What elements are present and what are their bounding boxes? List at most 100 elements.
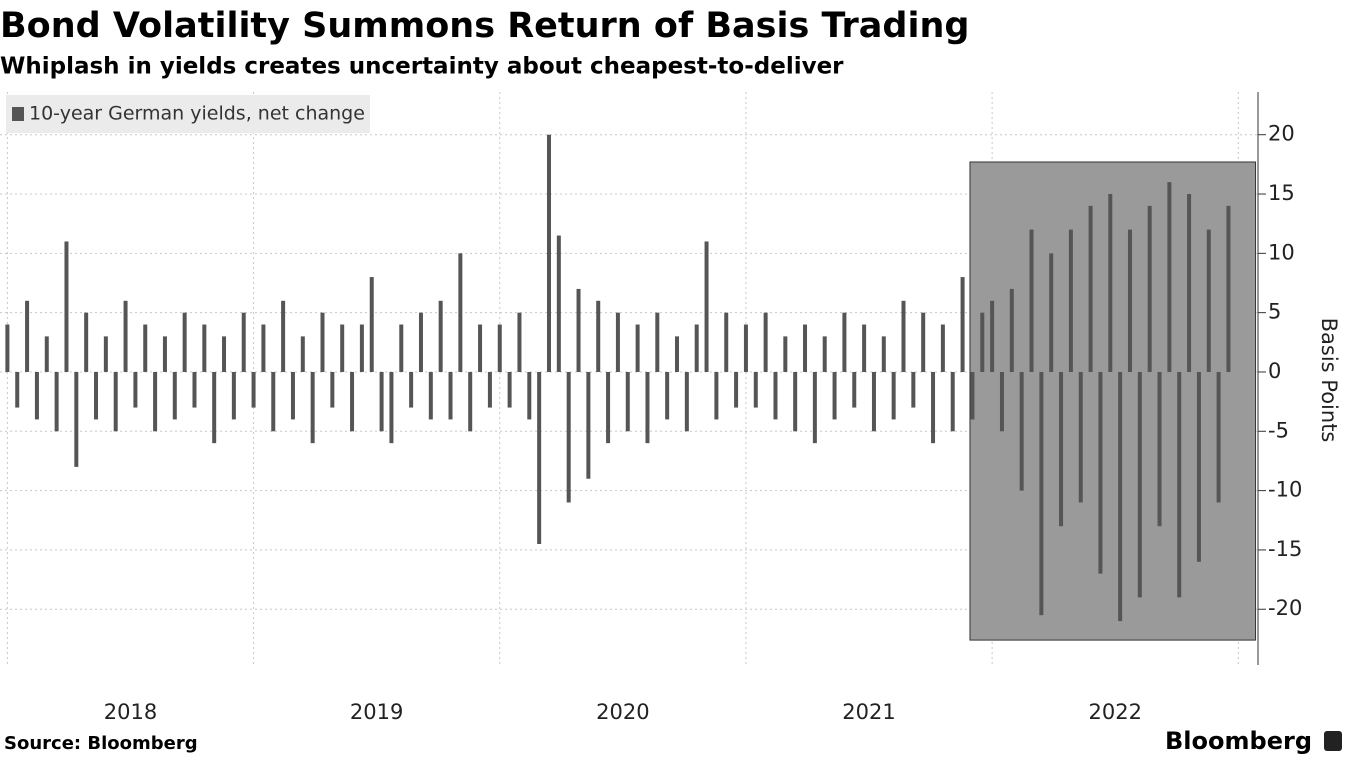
x-tick-label: 2020 [596,700,649,724]
bar [881,336,886,372]
bar [812,371,817,444]
bar [1216,371,1221,503]
bar [418,312,423,372]
y-tick-label: -5 [1268,418,1289,442]
bar [1049,253,1054,372]
bar [832,371,837,420]
logo-icon [1324,731,1342,751]
bar [773,371,778,420]
bar [675,336,680,372]
y-tick-label: 10 [1268,240,1295,264]
bar [44,336,49,372]
bar [458,253,463,372]
bar [1039,371,1044,616]
bar [704,241,709,372]
bar [635,324,640,372]
bar [694,324,699,372]
bar [241,312,246,372]
bar [320,312,325,372]
bar [34,371,39,420]
legend-bg [6,95,370,133]
bar [724,312,729,372]
bar [497,324,502,372]
bar [901,300,906,372]
bar [970,371,975,420]
bar [793,371,798,432]
bar [1226,205,1231,372]
bar [123,300,128,372]
y-tick-label: -10 [1268,478,1302,502]
legend-swatch [12,107,24,121]
x-tick-label: 2022 [1088,700,1141,724]
bar [1059,371,1064,527]
bar [743,324,748,372]
bar [842,312,847,372]
y-tick-label: 5 [1268,300,1281,324]
y-axis-label: Basis Points [1317,318,1341,443]
bar [379,371,384,432]
bar [54,371,59,432]
bar [507,371,512,408]
source: Source: Bloomberg [4,733,198,754]
bar [1009,288,1014,372]
bar [546,134,551,372]
y-tick-label: 0 [1268,359,1281,383]
bar [537,371,542,544]
logo: Bloomberg [1165,727,1312,755]
bar [428,371,433,420]
bar [478,324,483,372]
bar [803,324,808,372]
x-tick-label: 2021 [842,700,895,724]
y-tick-label: 15 [1268,181,1295,205]
bar [684,371,689,432]
bar [281,300,286,372]
bar [576,288,581,372]
bar [980,312,985,372]
bar [556,235,561,372]
bar [527,371,532,420]
bar [192,371,197,408]
bar [606,371,611,444]
bar [615,312,620,372]
bar [852,371,857,408]
bar [921,312,926,372]
bar [625,371,630,432]
bar [1137,371,1142,598]
bar [1068,229,1073,372]
bar [1187,194,1192,372]
bar [1078,371,1083,503]
bar [202,324,207,372]
bar [310,371,315,444]
bar [566,371,571,503]
bar [103,336,108,372]
bar [655,312,660,372]
bar [645,371,650,444]
bar [1088,205,1093,372]
bar [1118,371,1123,622]
bar [1108,194,1113,372]
chart-title: Bond Volatility Summons Return of Basis … [0,6,969,46]
bar [822,336,827,372]
bar [871,371,876,432]
bar [222,336,227,372]
bar [763,312,768,372]
legend-label: 10-year German yields, net change [29,103,365,125]
bar [1147,205,1152,372]
bar [596,300,601,372]
x-tick-label: 2018 [104,700,157,724]
bar [271,371,276,432]
bar [487,371,492,408]
bar [753,371,758,408]
bar [1127,229,1132,372]
bar [1019,371,1024,491]
bar [1167,182,1172,372]
bar [74,371,79,467]
x-tick-label: 2019 [350,700,403,724]
bar [911,371,916,408]
bar [931,371,936,444]
bar [15,371,20,408]
bar [438,300,443,372]
bar [113,371,118,432]
bar [84,312,89,372]
